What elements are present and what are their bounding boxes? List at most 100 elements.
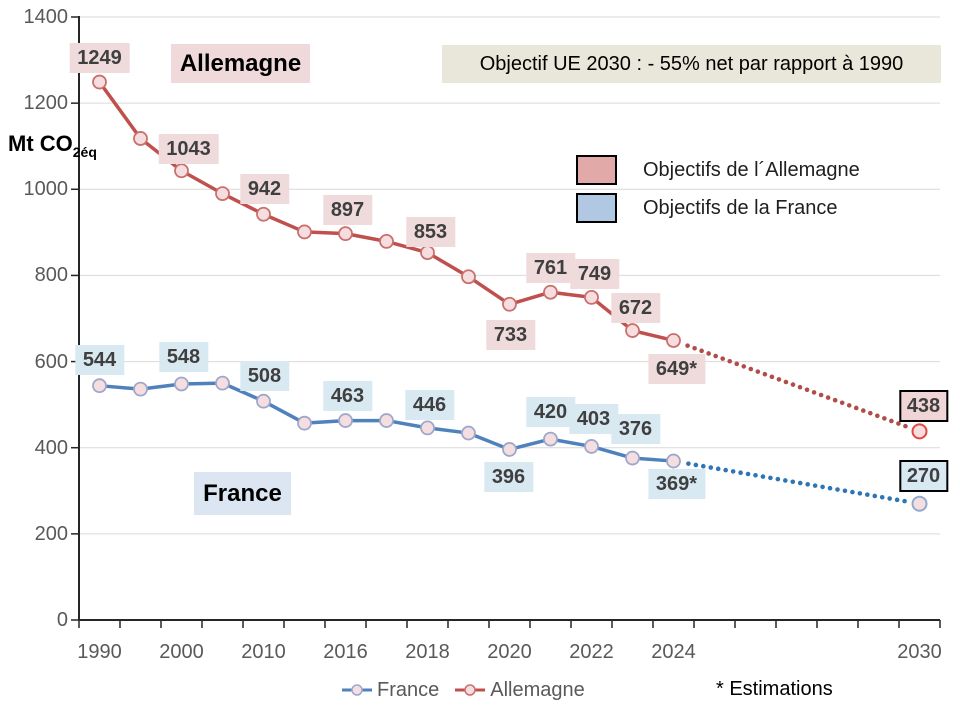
marker-france xyxy=(584,439,599,454)
marker-allemagne xyxy=(92,74,107,90)
marker-allemagne xyxy=(133,131,148,146)
y-tick-label-400: 400 xyxy=(34,436,68,459)
data-label-allemagne-942: 942 xyxy=(239,174,290,205)
projection-dot-france xyxy=(797,480,803,486)
eu-objective-banner: Objectif UE 2030 : - 55% net par rapport… xyxy=(442,45,941,83)
marker-france xyxy=(338,413,353,428)
marker-allemagne xyxy=(338,226,353,242)
marker-france xyxy=(297,415,312,431)
marker-france xyxy=(543,431,558,447)
marker-allemagne xyxy=(297,224,312,240)
marker-france xyxy=(420,420,435,436)
legend-row-france: Objectifs de la France xyxy=(576,193,860,223)
marker-france xyxy=(256,393,271,409)
data-label-allemagne-853: 853 xyxy=(405,216,456,247)
bottom-legend-label-allemagne: Allemagne xyxy=(490,678,585,701)
projection-dot-allemagne xyxy=(853,405,859,411)
marker-allemagne xyxy=(379,234,394,249)
marker-france xyxy=(461,425,476,441)
projection-dot-allemagne xyxy=(783,379,789,385)
projection-dot-france xyxy=(775,476,781,482)
projection-dot-allemagne xyxy=(811,390,817,395)
projection-dot-allemagne xyxy=(832,397,838,403)
projection-dot-allemagne xyxy=(846,403,852,408)
data-label-france-446: 446 xyxy=(404,389,455,420)
data-label-allemagne-438: 438 xyxy=(898,390,949,423)
projection-dot-france xyxy=(790,479,796,485)
projection-dot-allemagne xyxy=(889,418,894,424)
projection-dot-allemagne xyxy=(868,410,873,416)
x-tick-label-2030: 2030 xyxy=(897,641,942,663)
data-label-france-420: 420 xyxy=(525,397,576,428)
legend-row-allemagne: Objectifs de l´Allemagne xyxy=(576,155,860,185)
projection-dot-france xyxy=(715,466,721,472)
data-label-france-544: 544 xyxy=(74,344,125,375)
marker-allemagne xyxy=(256,206,271,222)
projection-dot-france xyxy=(708,465,714,470)
projection-dot-france xyxy=(768,475,773,481)
projection-dot-france xyxy=(887,496,892,501)
marker-france xyxy=(502,442,517,457)
projection-dot-allemagne xyxy=(825,395,831,400)
data-label-france-508: 508 xyxy=(239,361,290,392)
x-tick-label-1990: 1990 xyxy=(77,641,122,663)
marker-france xyxy=(92,378,107,394)
projection-dot-allemagne xyxy=(734,361,740,367)
projection-dot-allemagne xyxy=(903,423,908,429)
projection-dot-allemagne xyxy=(699,348,704,354)
data-label-france-396: 396 xyxy=(483,462,534,493)
y-tick-label-1400: 1400 xyxy=(23,6,69,28)
data-label-allemagne-1043: 1043 xyxy=(158,133,219,164)
data-label-france-548: 548 xyxy=(158,341,209,372)
x-tick-label-2024: 2024 xyxy=(651,641,696,663)
projection-dot-allemagne xyxy=(797,384,803,390)
data-label-allemagne-1249: 1249 xyxy=(69,43,130,74)
projection-dot-france xyxy=(745,471,751,477)
marker-allemagne xyxy=(666,333,681,348)
projection-dot-france xyxy=(820,484,825,490)
marker-france xyxy=(666,453,681,469)
projection-dot-france xyxy=(879,494,885,500)
projection-dot-france xyxy=(872,493,878,499)
marker-allemagne xyxy=(625,323,640,338)
projection-dot-france xyxy=(902,498,907,504)
x-tick-label-2018: 2018 xyxy=(405,641,450,663)
x-tick-label-2020: 2020 xyxy=(487,641,532,663)
projection-dot-france xyxy=(686,461,691,466)
projection-dot-france xyxy=(865,492,870,497)
target-marker-allemagne xyxy=(911,423,928,440)
estimations-note: * Estimations xyxy=(716,678,833,700)
marker-france xyxy=(215,375,230,391)
projection-dot-allemagne xyxy=(706,351,711,356)
projection-dot-allemagne xyxy=(762,371,768,377)
projection-dot-france xyxy=(850,489,855,495)
x-tick-label-2000: 2000 xyxy=(159,641,204,663)
projection-dot-france xyxy=(857,491,863,496)
y-tick-label-200: 200 xyxy=(34,522,68,545)
legend-label-france: Objectifs de la France xyxy=(643,196,838,219)
projection-dot-allemagne xyxy=(692,345,697,351)
marker-allemagne xyxy=(461,269,476,285)
y-axis-title: Mt CO2éq xyxy=(8,131,97,160)
marker-allemagne xyxy=(543,284,558,300)
projection-dot-allemagne xyxy=(776,377,782,382)
marker-allemagne xyxy=(584,289,599,305)
projection-dot-france xyxy=(760,474,766,479)
data-label-france-376: 376 xyxy=(610,414,661,445)
y-tick-label-0: 0 xyxy=(56,609,68,631)
data-label-france-403: 403 xyxy=(568,404,619,435)
projection-dot-france xyxy=(842,488,848,494)
y-tick-label-1000: 1000 xyxy=(23,178,69,201)
projection-dot-allemagne xyxy=(860,408,866,413)
projection-dot-allemagne xyxy=(713,353,718,359)
projection-dot-allemagne xyxy=(839,400,845,406)
projection-dot-france xyxy=(894,497,900,503)
projection-dot-france xyxy=(753,472,758,478)
data-label-france-463: 463 xyxy=(322,380,373,411)
marker-allemagne xyxy=(502,296,517,312)
marker-allemagne xyxy=(420,245,435,261)
projection-dot-allemagne xyxy=(882,416,887,421)
x-tick-label-2010: 2010 xyxy=(241,641,286,663)
x-tick-label-2016: 2016 xyxy=(323,641,368,663)
